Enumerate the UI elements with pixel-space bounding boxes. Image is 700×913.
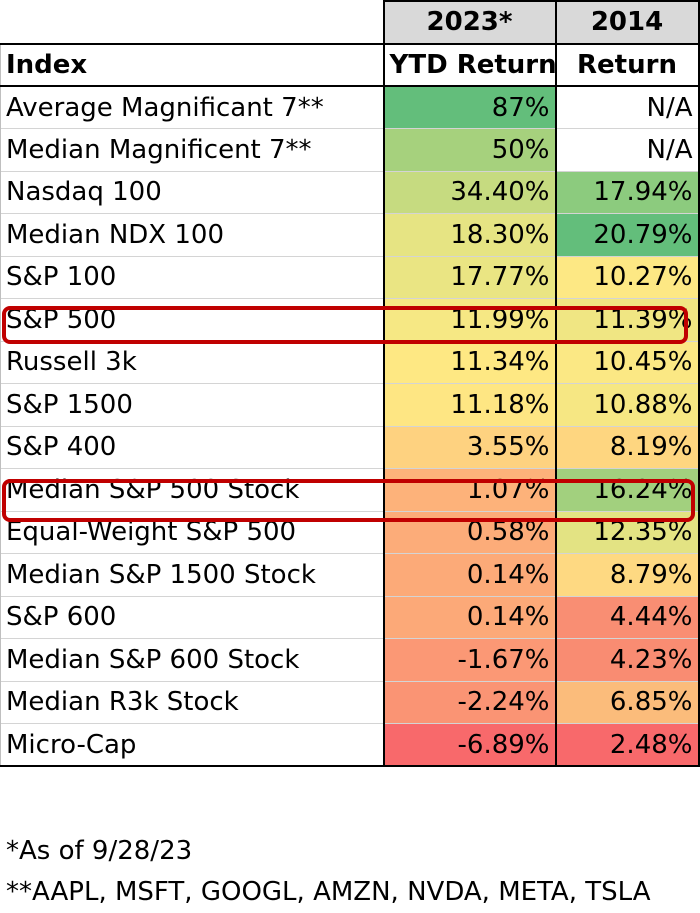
table-row: Median S&P 1500 Stock 0.14% 8.79%: [0, 553, 700, 596]
header-index: Index: [0, 42, 384, 87]
table-row: Median R3k Stock -2.24% 6.85%: [0, 680, 700, 724]
return-2014-cell: 6.85%: [554, 680, 700, 724]
header-year-row: 2023* 2014: [0, 0, 700, 44]
table-row: Russell 3k 11.34% 10.45%: [0, 340, 700, 384]
table-row: S&P 1500 11.18% 10.88%: [0, 383, 700, 426]
table-row: S&P 600 0.14% 4.44%: [0, 595, 700, 639]
ytd-return-cell: 17.77%: [382, 255, 556, 299]
ytd-return-cell: 11.34%: [382, 340, 556, 384]
index-name-cell: S&P 400: [0, 425, 384, 469]
table-row: Median S&P 500 Stock 1.07% 16.24%: [0, 468, 700, 511]
return-2014-cell: 10.45%: [554, 340, 700, 384]
table-row: Average Magnificant 7** 87% N/A: [0, 85, 700, 129]
ytd-return-cell: 11.99%: [382, 298, 556, 341]
ytd-return-cell: 3.55%: [382, 425, 556, 469]
return-2014-cell: 10.88%: [554, 383, 700, 426]
table-row: Median Magnificent 7** 50% N/A: [0, 128, 700, 171]
index-name-cell: Nasdaq 100: [0, 170, 384, 214]
return-2014-cell: 4.44%: [554, 595, 700, 639]
ytd-return-cell: 1.07%: [382, 468, 556, 511]
ytd-return-cell: 0.58%: [382, 510, 556, 554]
ytd-return-cell: 34.40%: [382, 170, 556, 214]
index-name-cell: Median S&P 1500 Stock: [0, 553, 384, 596]
header-blank-cell: [0, 1, 384, 44]
index-name-cell: S&P 100: [0, 255, 384, 299]
index-name-cell: Median R3k Stock: [0, 680, 384, 724]
index-name-cell: Median S&P 600 Stock: [0, 638, 384, 681]
return-2014-cell: 10.27%: [554, 255, 700, 299]
index-name-cell: Equal-Weight S&P 500: [0, 510, 384, 554]
return-2014-cell: 20.79%: [554, 213, 700, 256]
table-row: S&P 500 11.99% 11.39%: [0, 298, 700, 341]
return-2014-cell: N/A: [554, 128, 700, 171]
header-year-2023: 2023*: [382, 0, 556, 44]
ytd-return-cell: -6.89%: [382, 723, 556, 767]
table-row: Micro-Cap -6.89% 2.48%: [0, 723, 700, 767]
return-2014-cell: 17.94%: [554, 170, 700, 214]
return-2014-cell: 4.23%: [554, 638, 700, 681]
index-name-cell: S&P 600: [0, 595, 384, 639]
ytd-return-cell: -1.67%: [382, 638, 556, 681]
header-year-2014: 2014: [554, 0, 700, 44]
ytd-return-cell: -2.24%: [382, 680, 556, 724]
return-2014-cell: N/A: [554, 85, 700, 129]
index-name-cell: S&P 1500: [0, 383, 384, 426]
return-2014-cell: 8.19%: [554, 425, 700, 469]
index-name-cell: Russell 3k: [0, 340, 384, 384]
ytd-return-cell: 50%: [382, 128, 556, 171]
table-row: S&P 400 3.55% 8.19%: [0, 425, 700, 469]
return-2014-cell: 12.35%: [554, 510, 700, 554]
index-name-cell: Median S&P 500 Stock: [0, 468, 384, 511]
table-row: S&P 100 17.77% 10.27%: [0, 255, 700, 299]
table-row: Median NDX 100 18.30% 20.79%: [0, 213, 700, 256]
ytd-return-cell: 0.14%: [382, 553, 556, 596]
header-ytd-return: YTD Return: [382, 42, 556, 87]
header-return: Return: [554, 42, 700, 87]
table-row: Median S&P 600 Stock -1.67% 4.23%: [0, 638, 700, 681]
return-2014-cell: 11.39%: [554, 298, 700, 341]
ytd-return-cell: 0.14%: [382, 595, 556, 639]
index-name-cell: Average Magnificant 7**: [0, 85, 384, 129]
ytd-return-cell: 87%: [382, 85, 556, 129]
index-name-cell: Micro-Cap: [0, 723, 384, 767]
return-2014-cell: 8.79%: [554, 553, 700, 596]
index-name-cell: S&P 500: [0, 298, 384, 341]
index-name-cell: Median NDX 100: [0, 213, 384, 256]
ytd-return-cell: 18.30%: [382, 213, 556, 256]
index-name-cell: Median Magnificent 7**: [0, 128, 384, 171]
footnote-as-of-date: *As of 9/28/23: [6, 836, 193, 866]
table-row: Nasdaq 100 34.40% 17.94%: [0, 170, 700, 214]
return-2014-cell: 16.24%: [554, 468, 700, 511]
table-row: Equal-Weight S&P 500 0.58% 12.35%: [0, 510, 700, 554]
returns-table: 2023* 2014 Index YTD Return Return Avera…: [0, 0, 700, 767]
header-label-row: Index YTD Return Return: [0, 42, 700, 87]
footnote-tickers: **AAPL, MSFT, GOOGL, AMZN, NVDA, META, T…: [6, 877, 651, 907]
return-2014-cell: 2.48%: [554, 723, 700, 767]
ytd-return-cell: 11.18%: [382, 383, 556, 426]
